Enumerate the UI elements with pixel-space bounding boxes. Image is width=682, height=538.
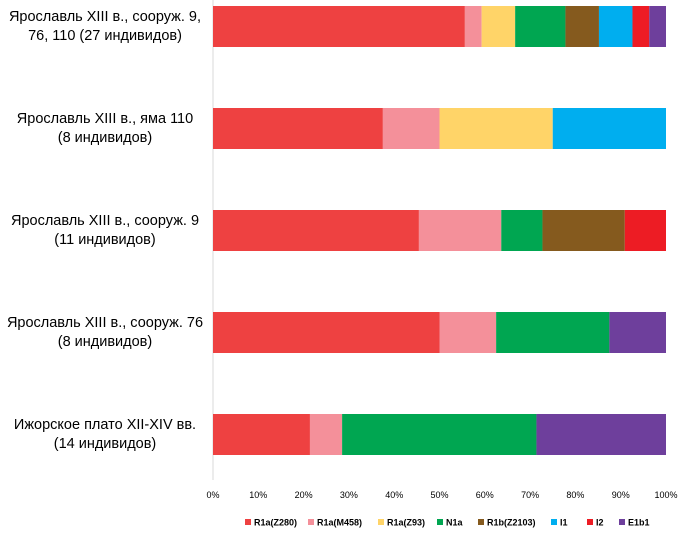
bar-segment-r1a-z93--row-2: [439, 108, 553, 149]
legend-swatch: [245, 519, 251, 525]
bar-segment-r1b-z2103--row-1: [565, 6, 599, 47]
bar-segment-r1a-z280--row-1: [213, 6, 465, 47]
legend-item-r1a-m458-: R1a(M458): [308, 518, 362, 528]
category-label: Ярославль XIII в., сооруж. 76 (8 индивид…: [6, 314, 204, 350]
x-tick-label: 80%: [566, 490, 584, 500]
category-label: Ижорское плато XII-XIV вв. (14 индивидов…: [13, 416, 197, 452]
x-axis-ticks: 0% 10% 20% 30% 40% 50% 60% 70% 80% 90% 100%: [206, 490, 677, 500]
bar-segment-r1a-m458--row-4: [439, 312, 497, 353]
x-tick-label: 60%: [476, 490, 494, 500]
bar-segment-r1a-m458--row-2: [382, 108, 440, 149]
bar-segment-r1a-z280--row-5: [213, 414, 310, 455]
legend: R1a(Z280) R1a(M458) R1a(Z93) N1a R1b(Z2103) I…: [245, 518, 650, 528]
bar-segment-i1-row-2: [552, 108, 666, 149]
category-label: Ярославль XIII в., яма 110 (8 индивидов): [16, 110, 194, 146]
x-tick-label: 70%: [521, 490, 539, 500]
bar-segment-r1b-z2103--row-3: [542, 210, 625, 251]
x-tick-label: 40%: [385, 490, 403, 500]
legend-swatch: [437, 519, 443, 525]
legend-label: I2: [596, 518, 604, 528]
bar-segment-i1-row-1: [598, 6, 633, 47]
legend-swatch: [587, 519, 593, 525]
x-tick-label: 20%: [295, 490, 313, 500]
legend-label: I1: [560, 518, 568, 528]
x-tick-label: 0%: [206, 490, 219, 500]
bar-segment-i2-row-3: [624, 210, 666, 251]
category-label: Ярославль XIII в., сооруж. 9, 76, 110 (2…: [8, 8, 202, 44]
bar-segment-e1b1-row-5: [536, 414, 666, 455]
legend-item-e1b1: E1b1: [619, 518, 650, 528]
bar-segment-n1a-row-1: [515, 6, 566, 47]
bar-segment-i2-row-1: [632, 6, 650, 47]
bar-segment-r1a-m458--row-3: [418, 210, 502, 251]
bar-segment-r1a-m458--row-5: [309, 414, 343, 455]
bar-segment-r1a-z280--row-4: [213, 312, 440, 353]
bar-segment-e1b1-row-1: [649, 6, 666, 47]
legend-swatch: [551, 519, 557, 525]
bar-segment-n1a-row-4: [496, 312, 610, 353]
legend-swatch: [308, 519, 314, 525]
legend-label: R1a(M458): [317, 518, 362, 528]
legend-item-r1a-z280-: R1a(Z280): [245, 518, 297, 528]
bar-segment-r1a-z280--row-3: [213, 210, 419, 251]
legend-label: N1a: [446, 518, 464, 528]
legend-label: R1a(Z280): [254, 518, 297, 528]
category-label: Ярославль XIII в., сооруж. 9 (11 индивид…: [10, 212, 200, 248]
legend-swatch: [619, 519, 625, 525]
bar-segment-r1a-m458--row-1: [464, 6, 482, 47]
legend-label: R1b(Z2103): [487, 518, 536, 528]
legend-item-r1b-z2103-: R1b(Z2103): [478, 518, 536, 528]
legend-item-n1a: N1a: [437, 518, 464, 528]
legend-item-r1a-z93-: R1a(Z93): [378, 518, 425, 528]
bar-segment-n1a-row-3: [501, 210, 543, 251]
bar-segment-r1a-z280--row-2: [213, 108, 383, 149]
legend-item-i2: I2: [587, 518, 604, 528]
bars-group: [213, 6, 666, 455]
x-tick-label: 30%: [340, 490, 358, 500]
x-tick-label: 100%: [654, 490, 677, 500]
bar-segment-n1a-row-5: [342, 414, 537, 455]
x-tick-label: 10%: [249, 490, 267, 500]
legend-item-i1: I1: [551, 518, 568, 528]
legend-label: E1b1: [628, 518, 650, 528]
bar-segment-e1b1-row-4: [609, 312, 666, 353]
legend-label: R1a(Z93): [387, 518, 425, 528]
bar-segment-r1a-z93--row-1: [481, 6, 516, 47]
legend-swatch: [478, 519, 484, 525]
legend-swatch: [378, 519, 384, 525]
x-tick-label: 90%: [612, 490, 630, 500]
x-tick-label: 50%: [430, 490, 448, 500]
